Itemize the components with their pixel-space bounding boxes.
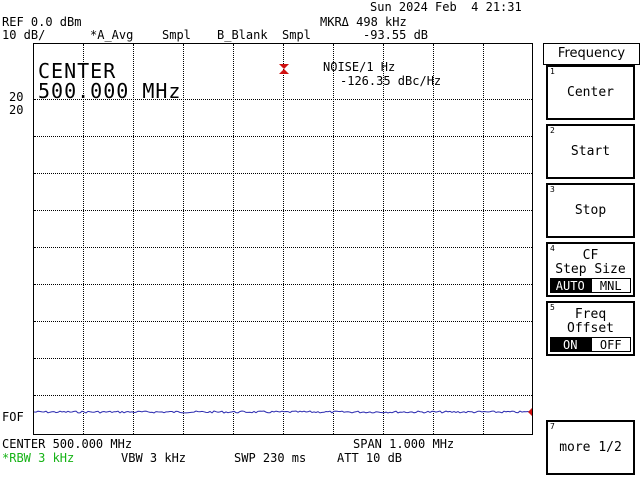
toggle-off[interactable]: OFF bbox=[590, 337, 631, 352]
grid-line bbox=[333, 44, 334, 434]
softkey-label-line1: Freq bbox=[574, 307, 607, 322]
reference-marker-icon bbox=[279, 64, 289, 69]
grid-line bbox=[34, 247, 532, 248]
softkey-menu-title: Frequency bbox=[543, 43, 640, 65]
softkey-number: 4 bbox=[550, 244, 555, 253]
trace-line bbox=[34, 410, 532, 414]
grid-line bbox=[34, 358, 532, 359]
grid-line bbox=[83, 44, 84, 434]
softkey-center[interactable]: 1 Center bbox=[546, 65, 635, 120]
grid-line bbox=[34, 210, 532, 211]
ref-level: REF 0.0 dBm bbox=[2, 15, 82, 29]
center-big-value: 500.000 MHz bbox=[38, 79, 182, 103]
trace-a-mode: *A_Avg bbox=[90, 28, 134, 42]
softkey-label: Center bbox=[567, 85, 614, 100]
grid-line bbox=[34, 395, 532, 396]
grid-line bbox=[183, 44, 184, 434]
softkey-start[interactable]: 2 Start bbox=[546, 124, 635, 179]
trace-b-detector: Smpl bbox=[282, 28, 311, 42]
center-big-label: CENTER bbox=[38, 59, 117, 83]
softkey-freq-offset[interactable]: 5 Freq Offset ON OFF bbox=[546, 301, 635, 356]
softkey-label-line2: Step Size bbox=[555, 262, 626, 277]
footer-rbw: *RBW 3 kHz bbox=[2, 451, 75, 465]
noise-value: -126.35 dBc/Hz bbox=[340, 74, 442, 88]
delta-marker-icon bbox=[528, 408, 532, 416]
scale: 10 dB/ bbox=[2, 28, 46, 42]
softkey-panel: Frequency 1 Center 2 Start 3 Stop 4 CF S… bbox=[543, 43, 640, 480]
grid-line bbox=[233, 44, 234, 434]
fof-label: FOF bbox=[2, 410, 24, 424]
footer-span: SPAN 1.000 MHz bbox=[353, 437, 455, 451]
toggle-manual[interactable]: MNL bbox=[590, 278, 631, 293]
ref-label-a: 20 bbox=[9, 90, 24, 104]
cf-step-toggle[interactable]: AUTO MNL bbox=[550, 278, 631, 293]
grid-line bbox=[133, 44, 134, 434]
softkey-cf-step-size[interactable]: 4 CF Step Size AUTO MNL bbox=[546, 242, 635, 297]
grid-line bbox=[34, 284, 532, 285]
marker-delta-label: MKRΔ 498 kHz bbox=[320, 15, 407, 29]
grid-line bbox=[34, 99, 532, 100]
softkey-label: Start bbox=[570, 144, 611, 159]
trace-a-detector: Smpl bbox=[162, 28, 191, 42]
softkey-more[interactable]: 7 more 1/2 bbox=[546, 420, 635, 475]
grid-line bbox=[483, 44, 484, 434]
toggle-on[interactable]: ON bbox=[550, 337, 591, 352]
grid-line bbox=[34, 321, 532, 322]
softkey-label-line2: Offset bbox=[567, 321, 614, 336]
freq-offset-toggle[interactable]: ON OFF bbox=[550, 337, 631, 352]
toggle-auto[interactable]: AUTO bbox=[550, 278, 591, 293]
grid-line bbox=[34, 173, 532, 174]
softkey-label: Stop bbox=[574, 203, 607, 218]
trace-b-mode: B_Blank bbox=[217, 28, 268, 42]
softkey-number: 1 bbox=[550, 67, 555, 76]
softkey-number: 7 bbox=[550, 422, 555, 431]
softkey-number: 3 bbox=[550, 185, 555, 194]
footer-vbw: VBW 3 kHz bbox=[121, 451, 187, 465]
footer-sweep: SWP 230 ms bbox=[234, 451, 307, 465]
spectrum-plot[interactable] bbox=[33, 43, 533, 435]
softkey-number: 2 bbox=[550, 126, 555, 135]
softkey-label-line1: CF bbox=[582, 248, 599, 263]
grid-line bbox=[283, 44, 284, 434]
grid-line bbox=[433, 44, 434, 434]
datetime: Sun 2024 Feb 4 21:31 bbox=[370, 0, 522, 14]
softkey-label: more 1/2 bbox=[559, 440, 622, 455]
footer-center: CENTER 500.000 MHz bbox=[2, 437, 133, 451]
marker-delta-value: -93.55 dB bbox=[363, 28, 429, 42]
noise-label: NOISE/1 Hz bbox=[323, 60, 396, 74]
grid-line bbox=[383, 44, 384, 434]
ref-label-b: 20 bbox=[9, 103, 24, 117]
softkey-number: 5 bbox=[550, 303, 555, 312]
grid-line bbox=[34, 136, 532, 137]
reference-marker-icon bbox=[279, 69, 289, 74]
trace-svg bbox=[34, 64, 532, 416]
footer-attenuation: ATT 10 dB bbox=[337, 451, 403, 465]
softkey-stop[interactable]: 3 Stop bbox=[546, 183, 635, 238]
